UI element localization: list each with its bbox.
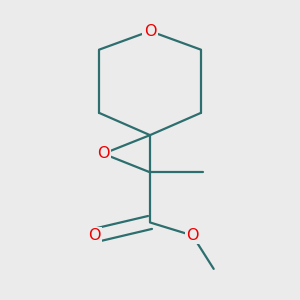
Text: O: O: [97, 146, 110, 161]
Text: O: O: [186, 228, 199, 243]
Text: O: O: [88, 228, 101, 243]
Text: O: O: [144, 24, 156, 39]
